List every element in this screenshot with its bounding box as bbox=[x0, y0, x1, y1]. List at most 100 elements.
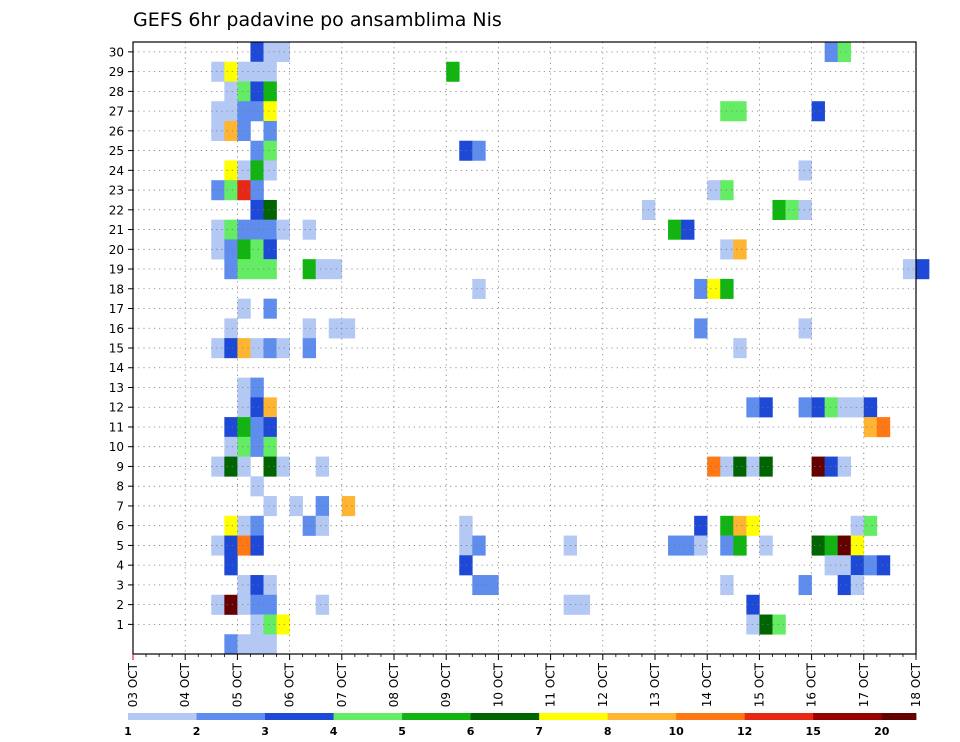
x-tick-label: 10 OCT bbox=[491, 662, 505, 707]
heatmap-cell bbox=[472, 575, 486, 596]
heatmap-cell bbox=[250, 436, 264, 457]
x-tick-label: 17 OCT bbox=[857, 662, 871, 707]
heatmap-cell bbox=[250, 239, 264, 260]
heatmap-cell bbox=[472, 140, 486, 161]
heatmap-cell bbox=[250, 594, 264, 615]
legend-swatch bbox=[539, 713, 574, 720]
legend-label: 1 bbox=[124, 725, 132, 738]
heatmap-cell bbox=[263, 239, 277, 260]
heatmap-cell bbox=[224, 120, 238, 142]
heatmap-cell bbox=[446, 61, 460, 82]
x-tick-label: 11 OCT bbox=[544, 662, 558, 707]
heatmap-cell bbox=[341, 496, 356, 517]
legend-swatch bbox=[573, 713, 609, 720]
heatmap-cell bbox=[824, 555, 838, 576]
x-tick-label: 03 OCT bbox=[126, 662, 140, 707]
y-tick-label: 2 bbox=[116, 598, 124, 612]
legend-swatch bbox=[813, 713, 848, 720]
heatmap-cell bbox=[798, 160, 812, 181]
y-tick-label: 26 bbox=[109, 124, 124, 138]
heatmap-cell bbox=[263, 120, 277, 142]
heatmap-cell bbox=[237, 397, 251, 418]
heatmap-cell bbox=[681, 535, 695, 556]
y-tick-label: 3 bbox=[116, 578, 124, 592]
heatmap-cell bbox=[237, 456, 251, 477]
heatmap-cell bbox=[746, 614, 760, 635]
heatmap-cell bbox=[824, 456, 838, 477]
heatmap-cell bbox=[811, 101, 825, 122]
heatmap-cell bbox=[250, 417, 264, 438]
color-legend: 1 2 3 4 5 6 7 8 10 12 15 20 bbox=[124, 713, 917, 738]
legend-swatch bbox=[676, 713, 711, 720]
y-tick-label: 9 bbox=[116, 460, 124, 474]
heatmap-cell bbox=[863, 555, 878, 576]
heatmap-cell bbox=[733, 239, 747, 260]
heatmap-cell bbox=[798, 397, 812, 418]
heatmap-cell bbox=[224, 81, 238, 102]
legend-label: 6 bbox=[467, 725, 475, 738]
y-tick-label: 23 bbox=[109, 184, 124, 198]
heatmap-cell bbox=[224, 239, 238, 260]
y-tick-label: 7 bbox=[116, 499, 124, 513]
heatmap-cell bbox=[237, 61, 251, 82]
heatmap-cell bbox=[759, 535, 773, 556]
heatmap-cell bbox=[315, 515, 330, 536]
legend-swatch bbox=[128, 713, 163, 720]
heatmap-cell bbox=[224, 417, 238, 438]
heatmap-cell bbox=[250, 535, 264, 556]
heatmap-cell bbox=[250, 140, 264, 161]
legend-swatch bbox=[367, 713, 403, 720]
y-axis: 1234567891011121314151617181920212223242… bbox=[109, 45, 133, 632]
y-tick-label: 10 bbox=[109, 440, 124, 454]
heatmap-cell bbox=[250, 634, 264, 655]
heatmap-cell bbox=[211, 594, 225, 615]
legend-swatch bbox=[778, 713, 814, 720]
heatmap-cell bbox=[798, 318, 812, 339]
legend-swatch bbox=[162, 713, 197, 720]
y-tick-label: 21 bbox=[109, 223, 124, 237]
heatmap-cell bbox=[224, 338, 238, 359]
heatmap-cell bbox=[250, 61, 264, 82]
x-axis: 03 OCT 04 OCT 05 OCT 06 OCT 07 OCT 08 OCT 09 O… bbox=[126, 654, 923, 707]
heatmap-cell bbox=[237, 219, 251, 240]
legend-label: 7 bbox=[535, 725, 543, 738]
heatmap-cell bbox=[263, 575, 277, 596]
heatmap-cell bbox=[707, 180, 721, 201]
heatmap-cell bbox=[837, 397, 852, 418]
heatmap-cell bbox=[250, 259, 264, 280]
heatmap-cell bbox=[224, 61, 238, 82]
heatmap-cell bbox=[237, 81, 251, 102]
heatmap-cell bbox=[250, 101, 264, 122]
heatmap-cell bbox=[211, 239, 225, 260]
heatmap-cell bbox=[237, 575, 251, 596]
heatmap-cell bbox=[263, 496, 277, 517]
heatmap-cell bbox=[472, 278, 486, 299]
legend-label: 15 bbox=[806, 725, 821, 738]
legend-label: 4 bbox=[330, 725, 338, 738]
y-tick-label: 22 bbox=[109, 203, 124, 217]
heatmap-cell bbox=[850, 575, 865, 596]
heatmap-cell bbox=[224, 634, 238, 655]
heatmap-cell bbox=[472, 535, 486, 556]
heatmap-cell bbox=[811, 535, 825, 556]
y-tick-label: 28 bbox=[109, 85, 124, 99]
heatmap-cell bbox=[315, 259, 330, 280]
heatmap-cell bbox=[237, 377, 251, 398]
heatmap-cell bbox=[824, 397, 838, 418]
heatmap-cell bbox=[850, 555, 865, 576]
y-tick-label: 11 bbox=[109, 420, 124, 434]
x-tick-label: 12 OCT bbox=[596, 662, 610, 707]
legend-swatch bbox=[710, 713, 746, 720]
legend-swatch bbox=[436, 713, 472, 720]
heatmap-cell bbox=[759, 397, 773, 418]
x-tick-label: 14 OCT bbox=[700, 662, 714, 707]
x-tick-label: 13 OCT bbox=[648, 662, 662, 707]
y-tick-label: 19 bbox=[109, 263, 124, 277]
heatmap-cell bbox=[263, 298, 277, 319]
heatmap-cell bbox=[876, 555, 891, 576]
heatmap-cell bbox=[263, 199, 277, 220]
y-tick-label: 27 bbox=[109, 105, 124, 119]
heatmap-cell bbox=[211, 120, 225, 142]
heatmap-cell bbox=[237, 594, 251, 615]
